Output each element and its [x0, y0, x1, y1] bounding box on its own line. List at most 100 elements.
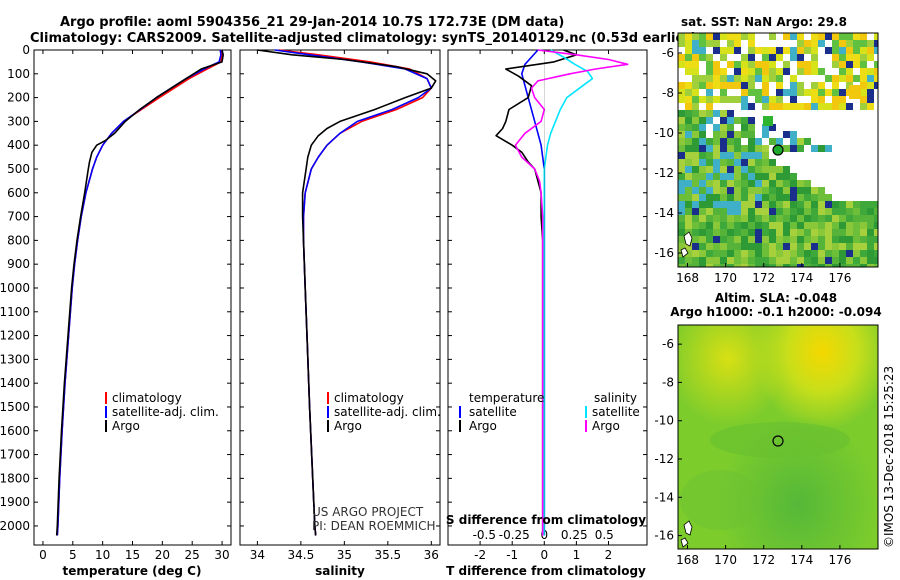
sst-cell — [748, 131, 755, 138]
sst-cell — [706, 166, 713, 173]
sst-cell — [748, 222, 755, 229]
sst-cell — [825, 208, 832, 215]
depth-tick-label: 600 — [7, 186, 30, 200]
sst-cell — [713, 145, 720, 152]
sst-cell — [853, 201, 860, 208]
sst-cell — [713, 159, 720, 166]
sst-cell — [762, 236, 769, 243]
sst-cell — [720, 138, 727, 145]
sst-cell — [720, 257, 727, 264]
s-difference-axis-label: S difference from climatology — [446, 513, 646, 527]
sst-cell — [825, 145, 832, 152]
sst-cell — [741, 201, 748, 208]
sst-cell — [874, 257, 878, 264]
sst-cell — [713, 47, 720, 54]
sst-cell — [678, 61, 685, 68]
sst-cell — [762, 89, 769, 96]
sst-cell — [755, 229, 762, 236]
sst-cell — [860, 103, 867, 110]
legend-s-argo: Argo — [592, 419, 620, 433]
sla-map-title-line1: Altim. SLA: -0.048 — [715, 291, 837, 305]
sst-cell — [860, 257, 867, 264]
sst-cell — [839, 236, 846, 243]
sst-cell — [818, 145, 825, 152]
sst-cell — [825, 47, 832, 54]
sst-cell — [748, 89, 755, 96]
sst-cell — [692, 173, 699, 180]
sst-cell — [853, 229, 860, 236]
sst-cell — [748, 82, 755, 89]
sst-cell — [769, 229, 776, 236]
sst-cell — [853, 257, 860, 264]
sst-cell — [804, 201, 811, 208]
sst-cell — [734, 47, 741, 54]
sst-cell — [839, 243, 846, 250]
sst-cell — [741, 131, 748, 138]
sst-cell — [706, 243, 713, 250]
sst-cell — [713, 250, 720, 257]
sst-cell — [685, 194, 692, 201]
sst-cell — [713, 236, 720, 243]
sst-cell — [832, 103, 839, 110]
profile-line-satellite-adj-clim- — [56, 49, 222, 536]
sst-cell — [832, 47, 839, 54]
sst-cell — [720, 96, 727, 103]
sst-cell — [783, 61, 790, 68]
sst-cell — [846, 47, 853, 54]
sst-cell — [706, 208, 713, 215]
sst-cell — [734, 222, 741, 229]
s-difference-tick-label: -0.5 — [473, 528, 496, 542]
sst-cell — [818, 236, 825, 243]
sst-cell — [832, 243, 839, 250]
sst-cell — [853, 264, 860, 267]
sst-cell — [755, 243, 762, 250]
sst-cell — [846, 208, 853, 215]
sst-cell — [762, 264, 769, 267]
difference-panel-frame — [447, 49, 648, 546]
sst-cell — [853, 222, 860, 229]
sst-cell — [734, 208, 741, 215]
sst-cell — [769, 208, 776, 215]
sst-cell — [797, 194, 804, 201]
sst-cell — [692, 124, 699, 131]
sst-cell — [867, 229, 874, 236]
sst-cell — [699, 33, 706, 40]
sst-cell — [734, 243, 741, 250]
depth-tick-label: 100 — [7, 67, 30, 81]
sst-cell — [762, 47, 769, 54]
sst-cell — [867, 54, 874, 61]
sst-cell — [741, 61, 748, 68]
x-tick-label: 30 — [214, 548, 229, 562]
sst-cell — [741, 236, 748, 243]
sst-cell — [790, 47, 797, 54]
map-y-tick-label: -6 — [662, 337, 674, 351]
sst-cell — [804, 194, 811, 201]
map-y-tick-label: -10 — [654, 126, 674, 140]
sst-cell — [874, 75, 878, 82]
sst-cell — [713, 152, 720, 159]
sst-cell — [699, 180, 706, 187]
sst-cell — [720, 201, 727, 208]
sst-cell — [818, 201, 825, 208]
sst-cell — [804, 208, 811, 215]
sst-cell — [713, 180, 720, 187]
sst-cell — [734, 264, 741, 267]
map-x-tick-label: 174 — [790, 553, 813, 567]
sst-cell — [804, 243, 811, 250]
x-tick-label: 35 — [337, 548, 352, 562]
sst-cell — [741, 159, 748, 166]
sst-cell — [727, 257, 734, 264]
sst-cell — [790, 208, 797, 215]
legend-argo: Argo — [334, 419, 362, 433]
sst-cell — [762, 201, 769, 208]
sst-cell — [678, 257, 685, 264]
sst-cell — [790, 229, 797, 236]
sst-cell — [797, 264, 804, 267]
sst-cell — [699, 208, 706, 215]
sst-cell — [811, 222, 818, 229]
sst-cell — [776, 75, 783, 82]
sst-cell — [797, 40, 804, 47]
sst-cell — [762, 194, 769, 201]
sst-cell — [727, 215, 734, 222]
sst-cell — [706, 40, 713, 47]
